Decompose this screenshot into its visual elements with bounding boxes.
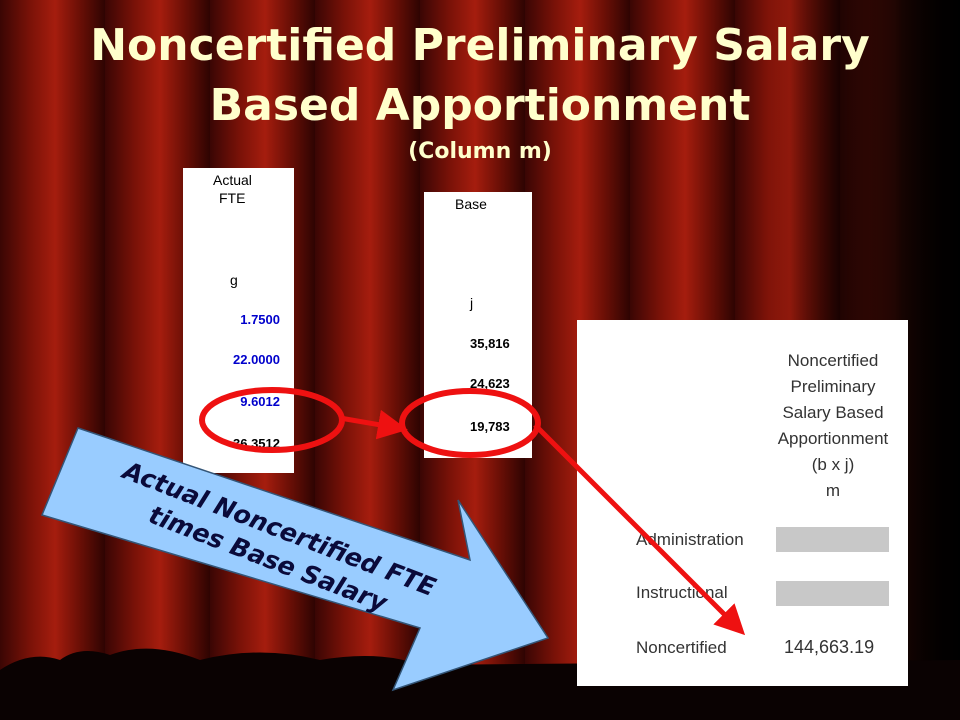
blank-cell	[776, 581, 889, 606]
result-value: 144,663.19	[784, 637, 875, 657]
header-line: Noncertified	[787, 351, 879, 370]
header: Base	[455, 196, 487, 212]
value: 9.6012	[240, 394, 280, 409]
title-line: Noncertified Preliminary Salary	[90, 20, 870, 71]
value: 1.7500	[240, 312, 280, 327]
row-label: Administration	[636, 530, 744, 549]
value: 35,816	[470, 336, 510, 351]
highlight-ellipse	[399, 388, 541, 458]
header: FTE	[219, 190, 246, 206]
header-line: Preliminary	[790, 377, 876, 396]
header-line: m	[825, 481, 841, 500]
highlight-ellipse	[199, 387, 345, 453]
title-line: Based Apportionment	[210, 80, 751, 131]
header-line: Salary Based	[782, 403, 884, 422]
callout-arrow	[40, 427, 550, 692]
row-label: Noncertified	[636, 638, 727, 657]
blank-cell	[776, 527, 889, 552]
header-line: (b x j)	[811, 455, 855, 474]
header: Actual	[213, 172, 252, 188]
base-panel: Base j 35,816 24,623 19,783	[424, 192, 532, 458]
subtitle: (Column m)	[408, 139, 552, 164]
value: 19,783	[470, 419, 510, 434]
value: 24,623	[470, 376, 510, 391]
column-letter: g	[230, 272, 238, 288]
title-area: Noncertified Preliminary Salary Based Ap…	[90, 20, 870, 164]
red-arrow	[339, 409, 408, 440]
header-line: Apportionment	[777, 429, 889, 448]
column-letter: j	[470, 295, 474, 311]
value: 22.0000	[233, 352, 280, 367]
red-arrow	[533, 423, 746, 636]
header: Noncertified Preliminary Salary Based Ap…	[733, 348, 933, 504]
